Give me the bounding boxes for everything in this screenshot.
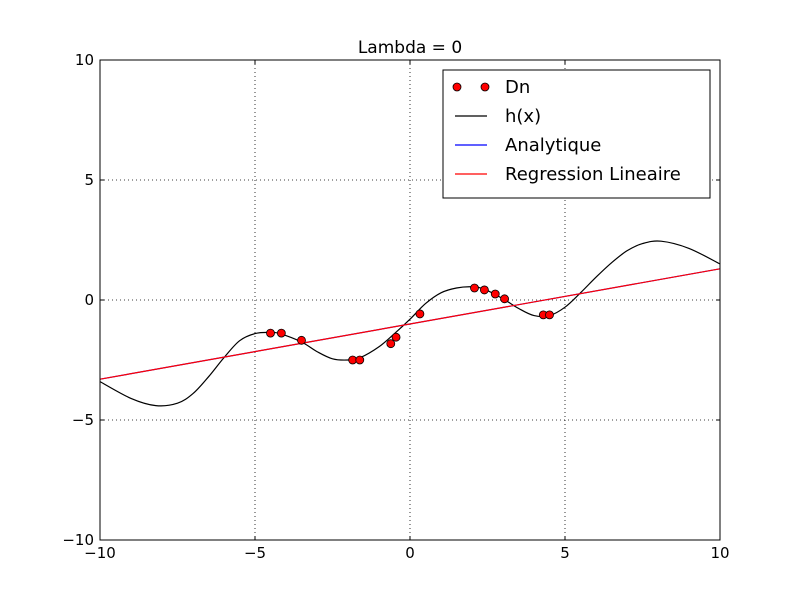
data-point-dn (500, 294, 509, 304)
legend-label: Dn (505, 77, 530, 98)
legend-marker (452, 82, 462, 92)
legend-entry-regression-lineaire: Regression Lineaire (455, 164, 681, 185)
legend-entry-analytique: Analytique (455, 135, 601, 156)
data-point-dn (490, 289, 500, 299)
y-tick-label: 0 (84, 291, 94, 309)
data-point-dn (276, 328, 286, 338)
x-tick-label: 5 (560, 544, 570, 562)
chart-title: Lambda = 0 (358, 38, 462, 58)
data-point-dn (545, 310, 554, 320)
legend: Dn h(x) Analytique Regression Lineaire (442, 69, 711, 199)
data-point-dn (355, 355, 365, 365)
tick-layer: −10 −5 0 5 10 −10 −5 0 5 10 (62, 51, 729, 562)
series-line-regression-lineaire (100, 268, 720, 380)
legend-label: Analytique (505, 135, 601, 156)
legend-entry-dn: Dn (452, 77, 530, 98)
legend-marker (480, 82, 490, 92)
x-tick-label: 10 (710, 544, 729, 562)
data-point-dn (391, 332, 401, 342)
data-point-dn (470, 283, 479, 293)
y-tick-label: −10 (62, 531, 94, 549)
y-tick-label: 10 (75, 51, 94, 69)
data-point-dn (479, 285, 489, 295)
data-point-dn (415, 309, 425, 319)
data-layer (100, 240, 720, 407)
y-tick-label: 5 (84, 171, 94, 189)
legend-label: h(x) (505, 106, 541, 127)
legend-box (442, 69, 711, 199)
legend-label: Regression Lineaire (505, 164, 681, 185)
legend-entry-h-x: h(x) (455, 106, 541, 127)
data-point-dn (386, 339, 396, 349)
data-point-dn (297, 335, 306, 345)
y-tick-label: −5 (72, 411, 94, 429)
x-tick-label: −10 (84, 544, 116, 562)
data-point-dn (266, 328, 275, 338)
x-tick-label: −5 (244, 544, 266, 562)
x-tick-label: 0 (405, 544, 415, 562)
